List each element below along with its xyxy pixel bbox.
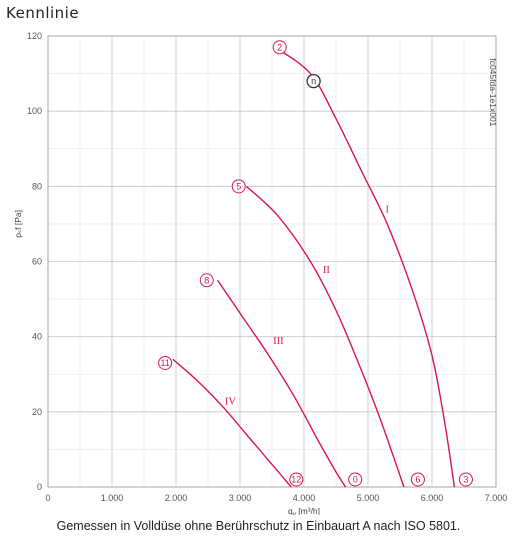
fan-characteristic-chart: 0 1.000 2.000 3.000 4.000 5.000 6.000 7.0000204…: [13, 31, 507, 515]
x-tick-label: 1.000: [101, 493, 124, 503]
point-marker: [158, 355, 173, 370]
y-tick-label: 80: [32, 181, 42, 191]
plot-frame: [47, 35, 497, 488]
point-marker: [458, 472, 473, 487]
point-marker-label: 12: [291, 474, 301, 484]
series-line-i: [274, 46, 456, 488]
series-line-iv: [172, 358, 292, 488]
watermark: fc045fda-1e1x001: [488, 58, 498, 126]
point-marker-label: 11: [160, 358, 169, 368]
series-label-iii: III: [273, 336, 284, 347]
x-axis-label: qv [m³/h]: [288, 506, 320, 515]
x-tick-label: 0: [45, 493, 50, 503]
x-tick-label: 7.000: [485, 493, 508, 503]
point-marker-label: 5: [236, 181, 241, 191]
y-tick-label: 120: [27, 31, 42, 41]
markers: 2 3 5 6 8 0 11 12 n: [158, 40, 473, 487]
series-label-ii: II: [323, 265, 330, 276]
x-tick-label: 4.000: [293, 493, 316, 503]
x-tick-label: 3.000: [229, 493, 252, 503]
y-tick-label: 40: [32, 332, 42, 342]
series-label-i: I: [385, 205, 389, 216]
series-label-iv: IV: [225, 396, 236, 407]
point-marker-label: 3: [463, 474, 468, 484]
y-tick-label: 100: [27, 106, 42, 116]
axes: 0 1.000 2.000 3.000 4.000 5.000 6.000 7.0000204…: [27, 31, 507, 503]
point-marker-label: 2: [277, 42, 282, 52]
point-marker: [272, 40, 287, 55]
x-tick-label: 6.000: [421, 493, 444, 503]
grid: [47, 35, 497, 488]
x-tick-label: 5.000: [357, 493, 380, 503]
point-marker-label: 0: [353, 474, 358, 484]
point-marker: [348, 472, 363, 487]
operating-point-marker: [306, 73, 321, 89]
y-tick-label: 0: [37, 482, 42, 492]
y-tick-label: 20: [32, 407, 42, 417]
y-axis-label: pₛf [Pa]: [13, 210, 23, 238]
point-marker: [289, 472, 304, 487]
y-tick-label: 60: [32, 257, 42, 267]
x-tick-label: 2.000: [165, 493, 188, 503]
operating-point-label: n: [311, 76, 316, 86]
point-marker: [231, 179, 246, 194]
point-marker-label: 6: [415, 474, 420, 484]
point-marker: [199, 273, 214, 288]
point-marker-label: 8: [204, 275, 209, 285]
point-marker: [410, 472, 425, 487]
series-line-iii: [217, 279, 347, 488]
chart-title: Kennlinie: [6, 4, 80, 22]
series-line-ii: [245, 185, 405, 488]
chart-caption: Gemessen in Volldüse ohne Berührschutz i…: [56, 519, 461, 533]
